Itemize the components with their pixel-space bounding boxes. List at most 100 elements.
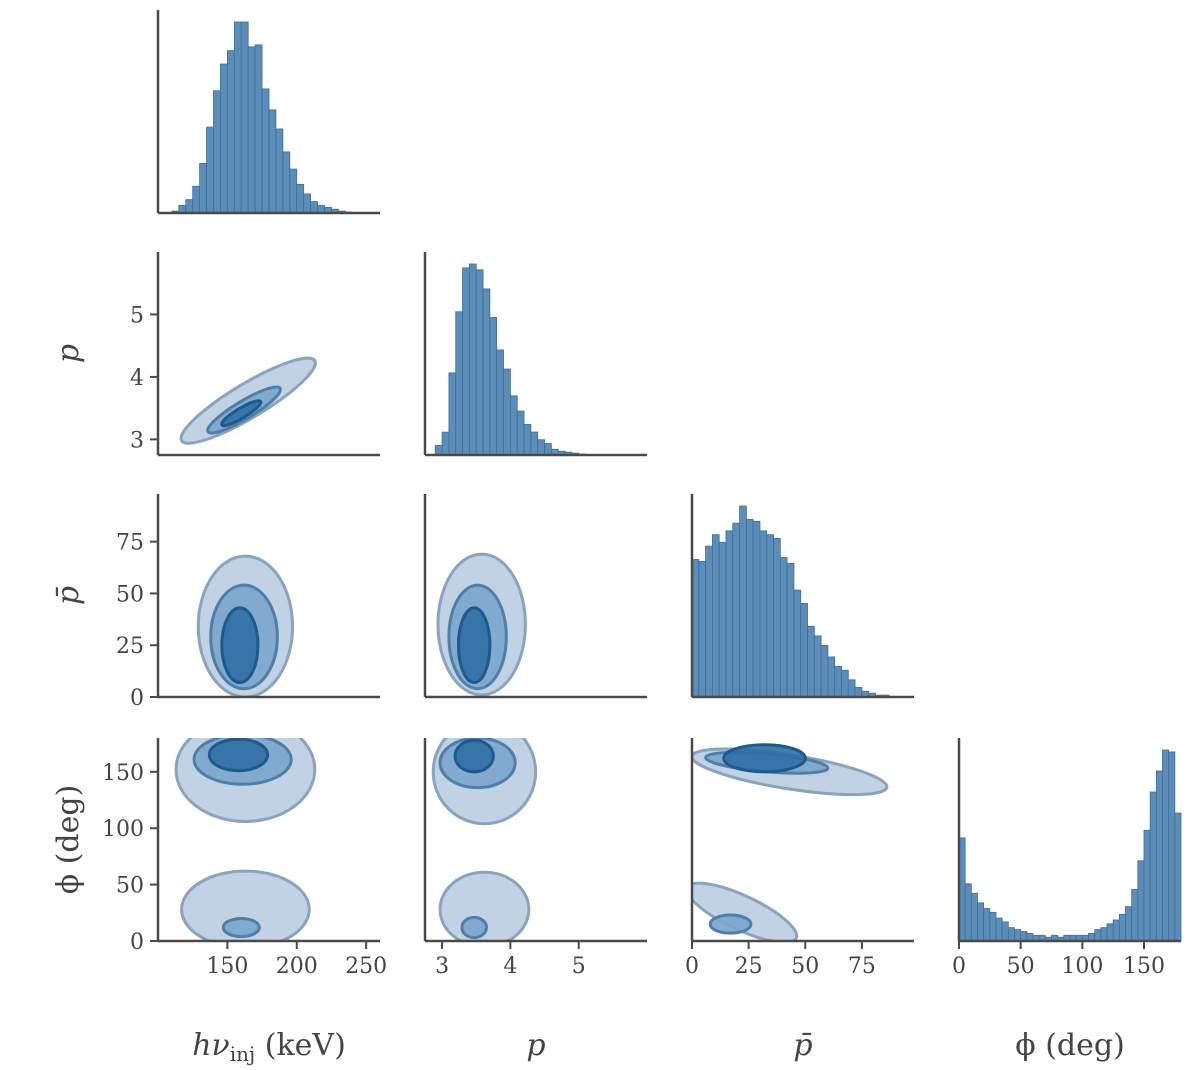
x-axis-label-pbar: p̄ (793, 1028, 812, 1063)
hist-bar (220, 63, 228, 214)
hist-bar (1162, 749, 1170, 942)
hist-bar (983, 908, 991, 942)
hist-bar (800, 603, 808, 698)
hist-bar (199, 162, 207, 214)
y-axis-label-p: p (51, 344, 86, 363)
hist-bar (705, 545, 713, 698)
x-tick-label: 200 (276, 954, 318, 979)
hist-bar (1112, 919, 1120, 942)
axes-r2-c0: 0 25 50 75 (116, 494, 380, 711)
hist-bar (1155, 770, 1163, 942)
contour-inner (220, 399, 263, 428)
hist-bar (1174, 812, 1182, 942)
contour-outer (180, 869, 311, 941)
contours-p-phi (431, 738, 538, 941)
hist-bar (247, 46, 256, 214)
x-tick-label: 50 (1007, 954, 1035, 979)
hist-bar (820, 645, 829, 698)
hist-bar (240, 21, 249, 214)
hist-bar (462, 267, 470, 456)
x-tick-label: 4 (503, 954, 517, 979)
hist-bar (310, 201, 318, 214)
hist-bar (813, 635, 822, 698)
x-tick-label: 0 (685, 954, 699, 979)
hist-bar (711, 534, 720, 698)
hist-bar (698, 560, 706, 698)
hist-bar (206, 126, 214, 214)
hist-bar (1168, 751, 1176, 942)
hist-bar (807, 625, 815, 698)
hist-bar (1118, 913, 1126, 942)
hist-bar (226, 50, 235, 214)
hist-bar (1014, 929, 1022, 942)
hist-bar (793, 589, 802, 698)
hist-bar (834, 666, 842, 698)
contour-inner (207, 738, 270, 773)
hist-bar (1007, 927, 1015, 942)
x-axis-label-p: p (526, 1028, 545, 1063)
hist-bar (185, 199, 194, 214)
histogram-pbar (691, 505, 890, 698)
hist-bar (827, 656, 836, 698)
axes-r3-c2: 0 25 50 75 (685, 738, 914, 979)
hist-bar (523, 424, 532, 456)
y-tick-label: 3 (130, 428, 144, 453)
hist-bar (773, 538, 781, 698)
hist-bar (468, 263, 477, 456)
y-tick-label: 75 (116, 531, 144, 556)
contours-pbar-phi (692, 743, 889, 941)
hist-bar (516, 410, 525, 456)
contour-outer (438, 870, 531, 941)
axes-r3-c3: 0 50 100 150 (952, 738, 1181, 979)
hist-bar (1100, 927, 1108, 942)
hist-bar (475, 269, 484, 456)
hist-bar (289, 168, 298, 214)
axes-r2-c1 (423, 494, 647, 699)
x-axis-label-hnu: hνinj (keV) (192, 1028, 346, 1066)
contours-p-pbar (436, 552, 527, 697)
hist-bar (1125, 906, 1133, 942)
contour-middle (708, 913, 753, 935)
contours-hnu-phi (174, 738, 317, 941)
hist-bar (282, 151, 291, 214)
x-tick-label: 75 (848, 954, 876, 979)
axes-r2-c2 (690, 494, 914, 699)
axes-r3-c0: 150 200 250 0 50 100 150 (102, 738, 387, 979)
x-tick-label: 150 (206, 954, 248, 979)
hist-bar (1001, 921, 1009, 942)
hist-bar (482, 288, 491, 456)
hist-bar (1149, 791, 1157, 942)
contours-hnu-pbar (196, 554, 295, 697)
axes-r3-c1: 3 4 5 (423, 738, 647, 979)
hist-bar (489, 317, 498, 456)
hist-bar (544, 443, 552, 456)
x-tick-label: 25 (735, 954, 763, 979)
x-tick-label: 0 (952, 954, 966, 979)
y-tick-label: 50 (116, 582, 144, 607)
hist-bar (441, 431, 450, 456)
hist-bar (261, 88, 270, 214)
hist-bar (448, 372, 457, 456)
hist-bar (786, 562, 795, 698)
hist-bar (268, 109, 277, 214)
hist-bar (537, 439, 545, 456)
hist-bar (841, 669, 849, 698)
y-tick-label: 4 (130, 366, 144, 391)
hist-bar (530, 431, 539, 456)
contour-middle (221, 916, 261, 938)
y-tick-label: 100 (102, 817, 144, 842)
contour-inner (722, 743, 807, 774)
hist-bar (725, 530, 734, 698)
y-tick-label: 150 (102, 761, 144, 786)
hist-bar (254, 44, 263, 214)
y-tick-label: 5 (130, 303, 144, 328)
contour-inner (453, 738, 495, 774)
hist-bar (1020, 931, 1028, 942)
hist-bar (1143, 829, 1151, 942)
hist-bar (233, 21, 242, 214)
x-tick-label: 5 (572, 954, 586, 979)
x-tick-label: 150 (1123, 954, 1165, 979)
contour-inner (456, 606, 492, 685)
y-tick-label: 25 (116, 634, 144, 659)
